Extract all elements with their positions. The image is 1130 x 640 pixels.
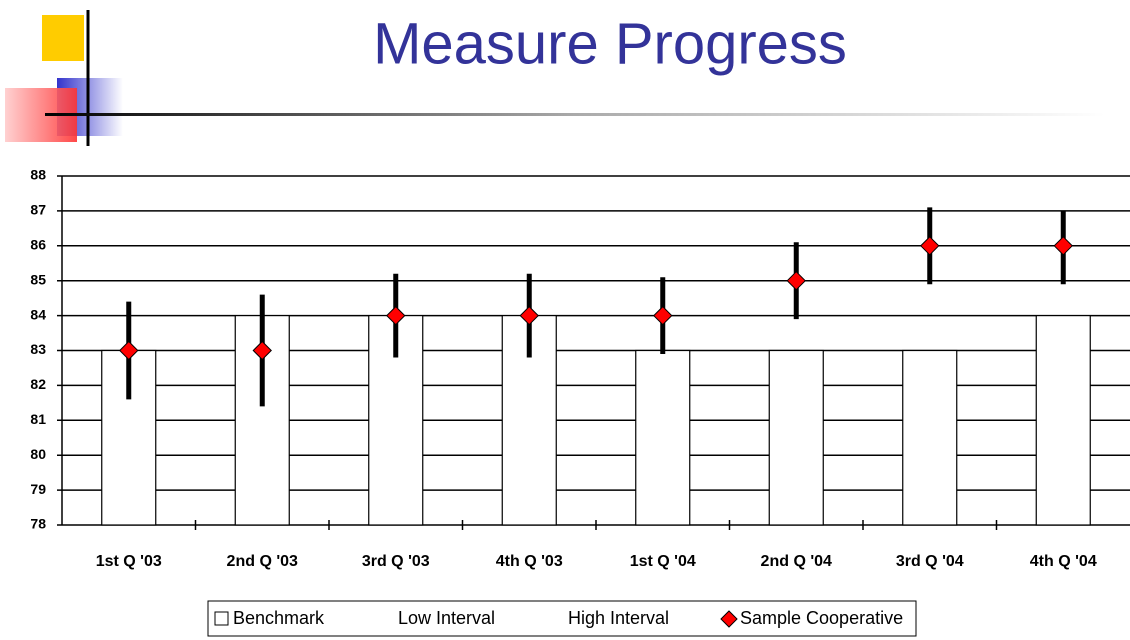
deco-line: [45, 113, 1105, 116]
chart: 78 79 80 81 82 83 84 85 86 87 88 1st Q '03 2nd Q '03…: [30, 167, 1130, 628]
x-tick-label: 3rd Q '03: [362, 553, 430, 570]
x-tick-label: 1st Q '04: [630, 553, 696, 570]
y-tick-label: 87: [30, 202, 46, 218]
bar: [903, 351, 957, 526]
bar: [1036, 316, 1090, 525]
y-tick-label: 80: [30, 446, 46, 462]
legend-swatch: [215, 612, 228, 625]
x-tick-label: 2nd Q '03: [227, 553, 298, 570]
x-tick-label: 1st Q '03: [96, 553, 162, 570]
y-tick-label: 82: [30, 376, 46, 392]
x-tick-label: 3rd Q '04: [896, 553, 964, 570]
y-tick-label: 88: [30, 167, 46, 183]
diamond-marker: [654, 307, 672, 325]
legend-label: High Interval: [568, 608, 669, 628]
deco-square: [42, 15, 84, 61]
y-tick-label: 86: [30, 237, 46, 253]
diamond-marker: [921, 237, 939, 255]
bar: [636, 351, 690, 526]
page: Measure Progress 78 79 80 81 82 83 84 85 86 87 88 1…: [0, 0, 1130, 640]
diamond-marker: [787, 272, 805, 290]
y-tick-label: 78: [30, 516, 46, 532]
legend-label: Sample Cooperative: [740, 608, 903, 628]
diamond-marker: [1054, 237, 1072, 255]
y-tick-label: 81: [30, 411, 46, 427]
slide: Measure Progress 78 79 80 81 82 83 84 85 86 87 88 1…: [0, 0, 1130, 640]
x-tick-label: 2nd Q '04: [761, 553, 832, 570]
legend-label: Low Interval: [398, 608, 495, 628]
slide-title: Measure Progress: [373, 11, 847, 76]
y-tick-label: 85: [30, 271, 46, 287]
bar: [769, 351, 823, 526]
y-tick-label: 83: [30, 341, 46, 357]
x-tick-label: 4th Q '04: [1030, 553, 1097, 570]
y-tick-label: 79: [30, 481, 46, 497]
x-tick-label: 4th Q '03: [496, 553, 563, 570]
y-tick-label: 84: [30, 306, 46, 322]
legend-label: Benchmark: [233, 608, 325, 628]
